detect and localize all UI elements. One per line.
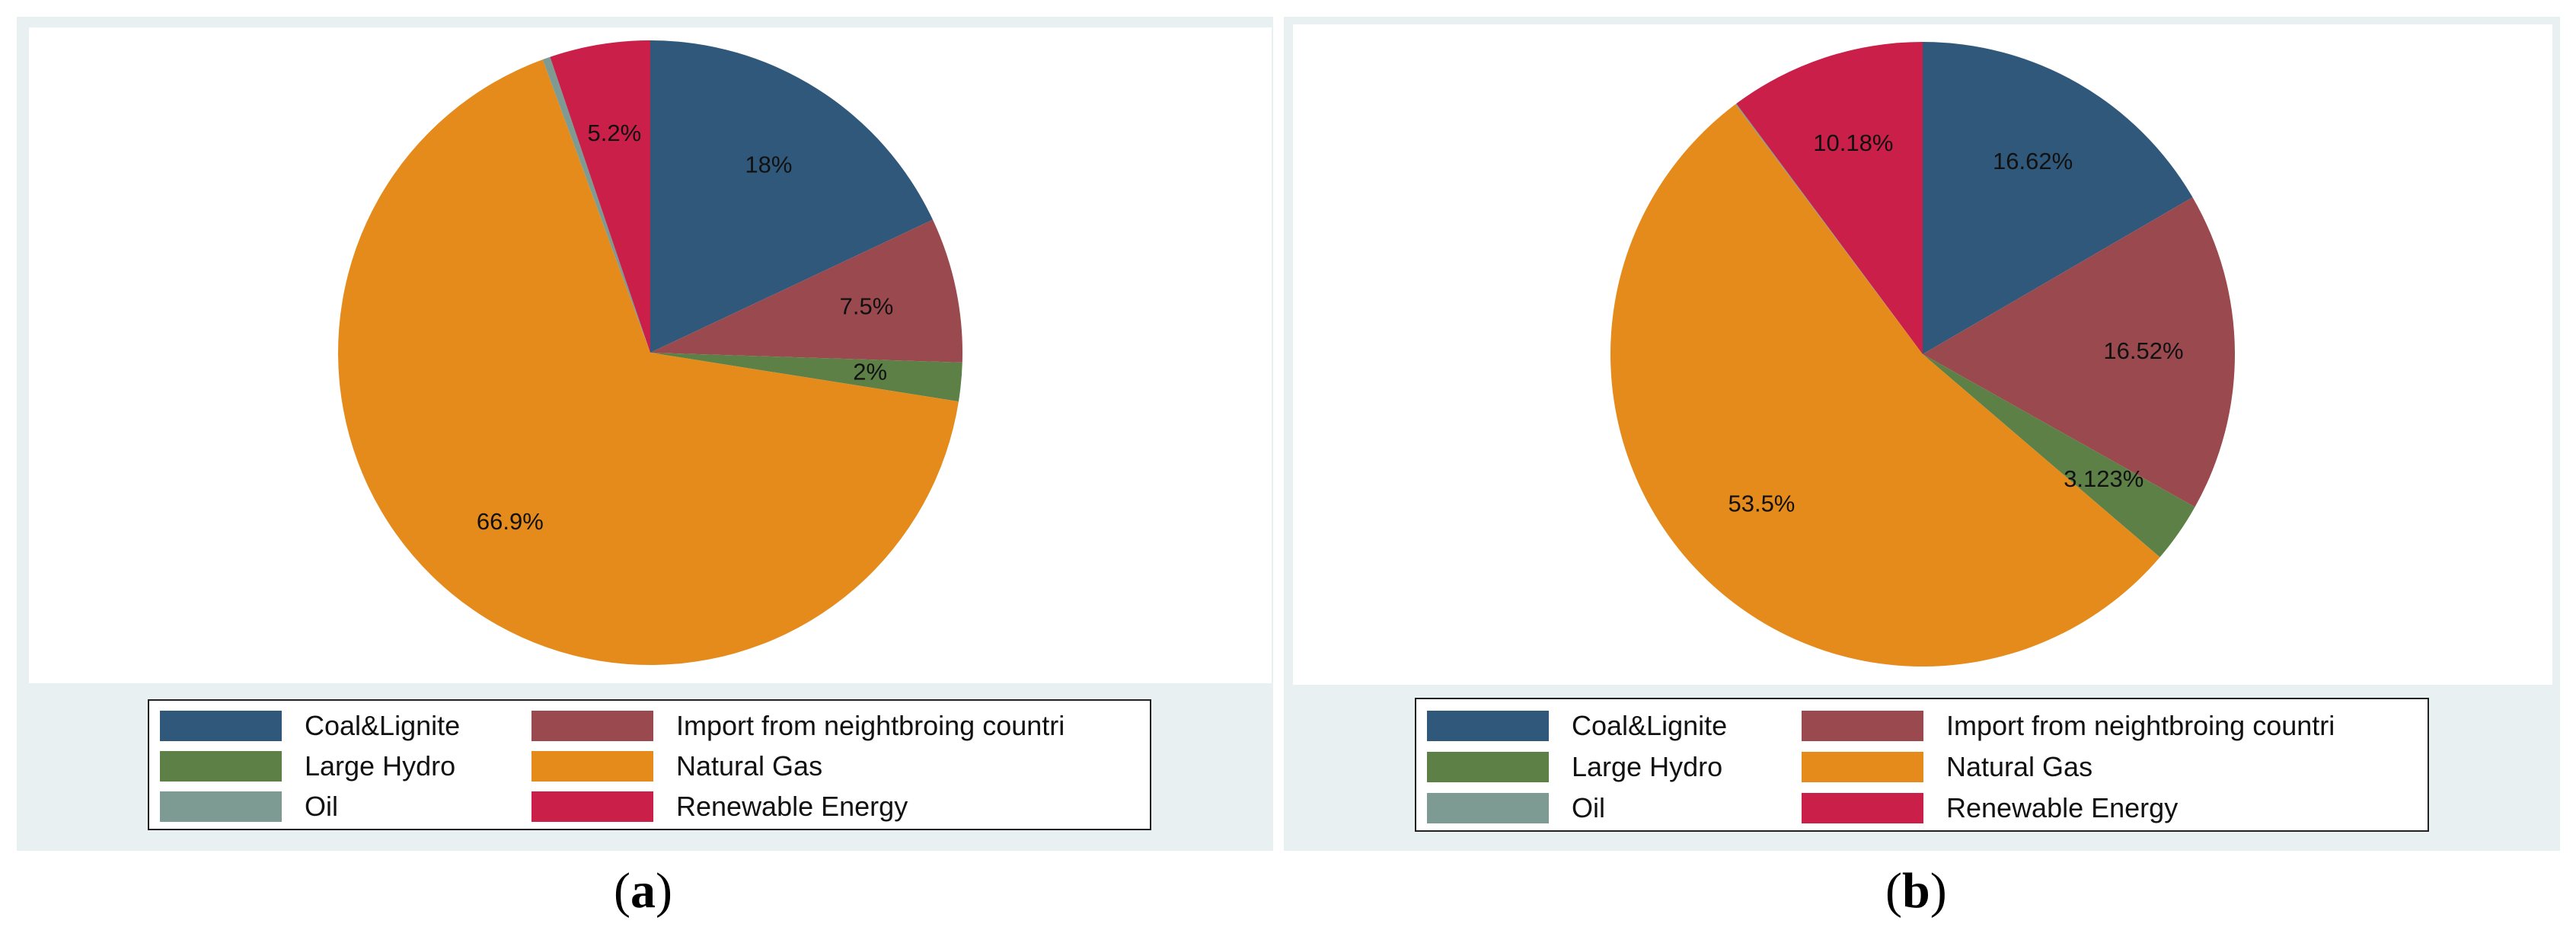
legend-swatch xyxy=(160,751,282,782)
legend-swatch xyxy=(1427,711,1549,741)
legend-label: Import from neightbroing countri xyxy=(676,710,1065,741)
legend-swatch xyxy=(1802,711,1923,741)
legend-swatch xyxy=(1427,793,1549,823)
legend-label: Natural Gas xyxy=(676,750,823,782)
caption-letter: a xyxy=(630,863,656,919)
pie-plot-area-a: 18% 7.5% 2% 66.9% 5.2% xyxy=(29,27,1272,683)
legend-item-natural-gas: Natural Gas xyxy=(1802,748,2092,786)
legend-label: Large Hydro xyxy=(1572,751,1723,782)
legend-item-renewable: Renewable Energy xyxy=(531,788,908,826)
slice-label-import-from-neightbroing-countri: 7.5% xyxy=(840,292,894,319)
pie-plot-area-b: 16.62% 16.52% 3.123% 53.5% 10.18% xyxy=(1293,24,2552,685)
pie-slice-renewable-energy xyxy=(1736,42,1923,354)
legend-item-import: Import from neightbroing countri xyxy=(531,707,1065,745)
legend-item-large-hydro: Large Hydro xyxy=(1427,748,1722,786)
pie-slice-large-hydro xyxy=(1923,354,2195,558)
legend-swatch xyxy=(160,791,282,822)
chart-panel-a: 18% 7.5% 2% 66.9% 5.2% Coal&Lignite Import f… xyxy=(17,17,1273,851)
legend-swatch xyxy=(531,791,653,822)
legend-swatch xyxy=(1427,752,1549,782)
legend-label: Natural Gas xyxy=(1946,751,2093,782)
chart-panel-b: 16.62% 16.52% 3.123% 53.5% 10.18% Coal&Ligni… xyxy=(1284,17,2560,851)
caption-a: (a) xyxy=(614,863,672,919)
legend-item-large-hydro: Large Hydro xyxy=(160,747,455,785)
legend-item-oil: Oil xyxy=(160,788,338,826)
pie-slice-oil xyxy=(542,56,650,353)
legend-label: Renewable Energy xyxy=(676,791,908,822)
pie-chart-a: 18% 7.5% 2% 66.9% 5.2% xyxy=(338,40,962,665)
pie-chart-b: 16.62% 16.52% 3.123% 53.5% 10.18% xyxy=(1610,42,2235,666)
slice-label-large-hydro: 3.123% xyxy=(2064,465,2143,492)
slice-label-renewable-energy: 10.18% xyxy=(1813,129,1893,156)
legend-swatch xyxy=(1802,793,1923,823)
pie-slice-large-hydro xyxy=(650,353,962,402)
legend-item-coal-lignite: Coal&Lignite xyxy=(160,707,460,745)
legend-label: Renewable Energy xyxy=(1946,792,2179,823)
slice-label-renewable-energy: 5.2% xyxy=(587,120,641,146)
legend-b: Coal&Lignite Import from neightbroing co… xyxy=(1415,698,2429,832)
pie-slice-natural-gas xyxy=(1610,104,2160,666)
pie-slice-renewable-energy xyxy=(550,40,650,353)
caption-letter: b xyxy=(1901,863,1930,919)
legend-label: Large Hydro xyxy=(305,750,456,782)
caption-b: (b) xyxy=(1885,863,1947,919)
pie-slice-coal-lignite xyxy=(650,40,933,353)
legend-a: Coal&Lignite Import from neightbroing co… xyxy=(148,699,1151,830)
legend-swatch xyxy=(160,711,282,741)
pie-slice-coal-lignite xyxy=(1923,42,2193,354)
slice-label-natural-gas: 66.9% xyxy=(477,508,544,535)
legend-item-coal-lignite: Coal&Lignite xyxy=(1427,707,1727,745)
legend-swatch xyxy=(531,751,653,782)
pie-slice-natural-gas xyxy=(338,59,959,665)
legend-label: Import from neightbroing countri xyxy=(1946,710,2335,741)
pie-slice-import-from-neightbroing-countri xyxy=(650,219,962,363)
legend-label: Coal&Lignite xyxy=(1572,710,1728,741)
legend-swatch xyxy=(1802,752,1923,782)
slice-label-natural-gas: 53.5% xyxy=(1728,491,1795,517)
pie-slice-oil xyxy=(1735,104,1923,354)
legend-label: Oil xyxy=(305,791,338,822)
legend-item-natural-gas: Natural Gas xyxy=(531,747,822,785)
slice-label-coal-lignite: 16.62% xyxy=(1993,148,2073,174)
legend-label: Coal&Lignite xyxy=(305,710,461,741)
legend-swatch xyxy=(531,711,653,741)
slice-label-large-hydro: 2% xyxy=(853,358,887,385)
legend-label: Oil xyxy=(1572,792,1605,823)
slice-label-import-from-neightbroing-countri: 16.52% xyxy=(2103,337,2183,364)
legend-item-oil: Oil xyxy=(1427,789,1605,827)
legend-item-renewable: Renewable Energy xyxy=(1802,789,2178,827)
slice-label-coal-lignite: 18% xyxy=(745,151,792,177)
legend-item-import: Import from neightbroing countri xyxy=(1802,707,2335,745)
pie-slice-import-from-neightbroing-countri xyxy=(1923,197,2235,507)
